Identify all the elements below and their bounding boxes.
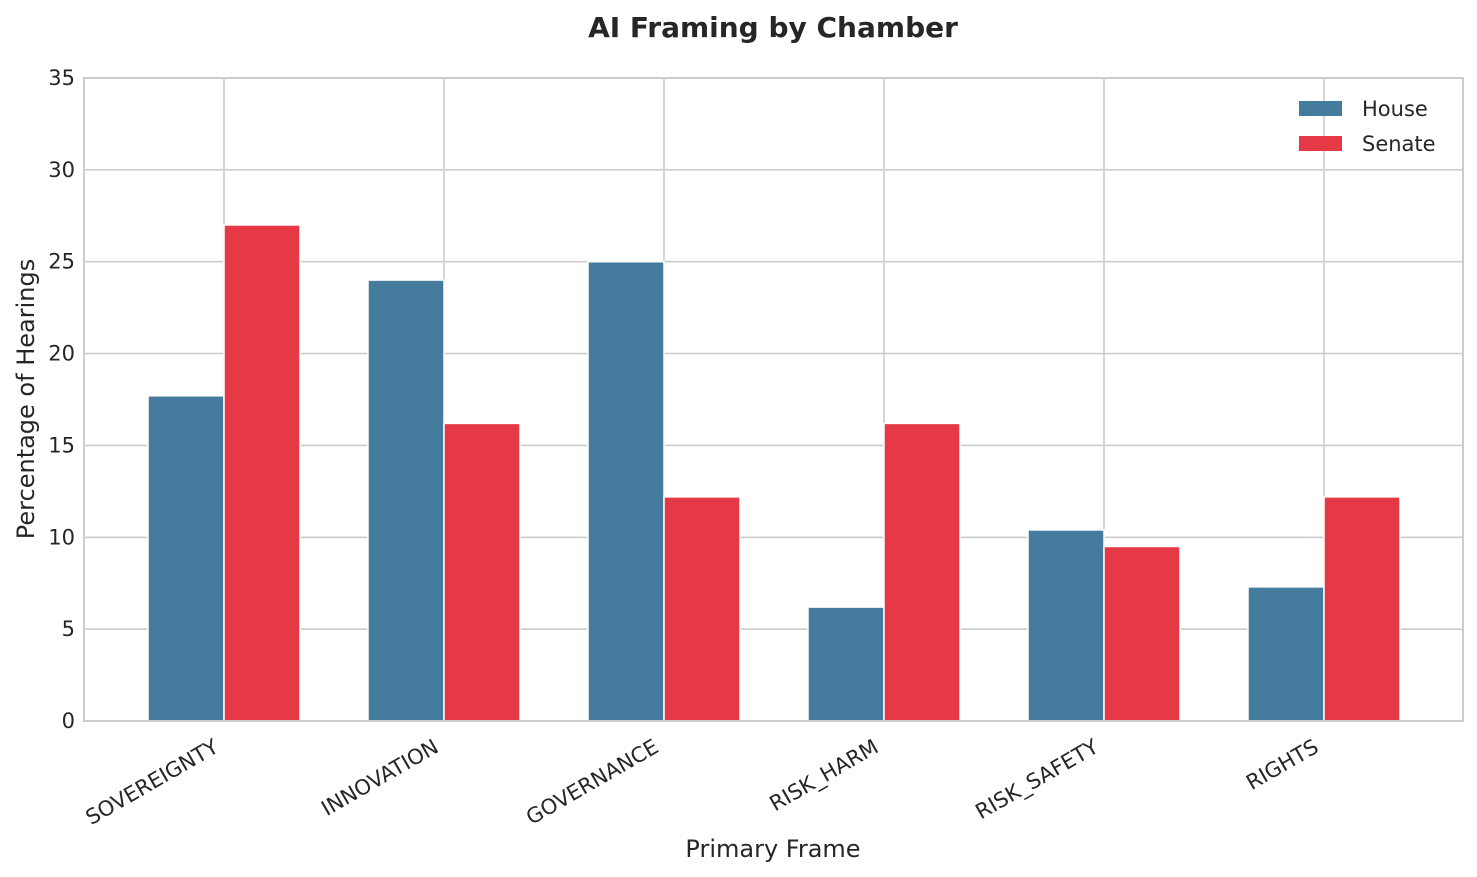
bar-house-governance bbox=[587, 260, 665, 722]
bar-senate-sovereignty bbox=[223, 224, 301, 722]
y-tick-label: 35 bbox=[48, 66, 75, 90]
bar-senate-risk_safety bbox=[1103, 545, 1181, 722]
y-tick-label: 20 bbox=[48, 342, 75, 366]
bar-senate-risk_harm bbox=[883, 422, 961, 722]
plot-frame bbox=[83, 77, 1464, 722]
legend-swatch-house bbox=[1299, 101, 1342, 116]
bar-house-risk_harm bbox=[807, 606, 885, 722]
y-tick-label: 30 bbox=[48, 158, 75, 182]
bar-house-risk_safety bbox=[1027, 529, 1105, 722]
x-tick-label: INNOVATION bbox=[317, 735, 442, 821]
y-axis-label: Percentage of Hearings bbox=[12, 259, 40, 539]
chart-title: AI Framing by Chamber bbox=[588, 11, 958, 44]
legend-label-senate: Senate bbox=[1362, 132, 1436, 156]
bar-house-innovation bbox=[367, 279, 445, 722]
bar-senate-rights bbox=[1323, 496, 1401, 722]
y-tick-label: 0 bbox=[62, 709, 75, 733]
y-tick-label: 15 bbox=[48, 433, 75, 457]
x-tick-label: SOVEREIGNTY bbox=[82, 734, 223, 829]
x-axis-ticks: SOVEREIGNTY INNOVATION GOVERNANCE RISK_HARM… bbox=[82, 734, 1323, 829]
x-tick-label: RIGHTS bbox=[1242, 735, 1322, 795]
bar-senate-governance bbox=[663, 496, 741, 722]
bars bbox=[147, 224, 1401, 722]
legend: House Senate bbox=[1299, 97, 1436, 156]
legend-swatch-senate bbox=[1299, 136, 1342, 151]
bar-senate-innovation bbox=[443, 422, 521, 722]
y-tick-label: 5 bbox=[62, 617, 75, 641]
x-tick-label: RISK_HARM bbox=[765, 735, 883, 817]
x-tick-label: GOVERNANCE bbox=[522, 735, 662, 830]
bar-house-rights bbox=[1247, 586, 1325, 722]
y-tick-label: 10 bbox=[48, 525, 75, 549]
x-tick-label: RISK_SAFETY bbox=[971, 734, 1103, 824]
y-tick-label: 25 bbox=[48, 250, 75, 274]
y-axis-ticks: 0 5 10 15 20 25 30 35 bbox=[48, 66, 75, 733]
legend-label-house: House bbox=[1362, 97, 1428, 121]
bar-house-sovereignty bbox=[147, 395, 225, 722]
x-axis-label: Primary Frame bbox=[685, 835, 860, 863]
